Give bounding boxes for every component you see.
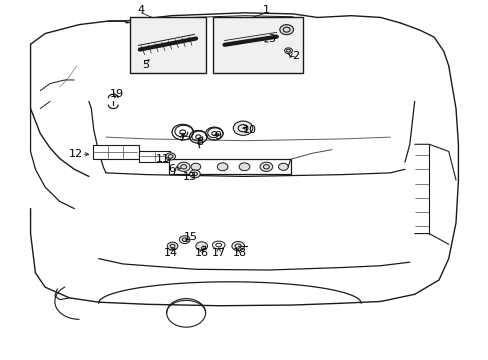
Circle shape [189,170,200,178]
Bar [169,159,290,174]
Text: 9: 9 [214,131,221,141]
Circle shape [233,121,252,135]
Text: 18: 18 [232,248,246,258]
Text: 16: 16 [194,248,208,258]
Text: 6: 6 [168,163,175,174]
Circle shape [284,48,292,54]
Circle shape [260,162,272,171]
Circle shape [217,163,227,171]
Circle shape [239,163,249,171]
Text: 12: 12 [69,149,82,159]
Text: 11: 11 [156,154,169,164]
Circle shape [179,236,190,244]
Circle shape [196,242,207,250]
Text: 4: 4 [138,5,144,15]
Text: 15: 15 [183,232,198,242]
Text: 1: 1 [263,5,269,15]
Text: 19: 19 [109,89,123,99]
Bar [139,151,170,162]
Text: 5: 5 [142,60,149,69]
Bar [130,18,205,73]
Text: 17: 17 [211,248,225,258]
Text: 14: 14 [163,248,177,258]
Text: 7: 7 [177,133,184,143]
Text: 3: 3 [267,34,274,44]
Circle shape [191,163,201,170]
Text: 2: 2 [291,51,299,61]
Bar [92,145,139,159]
Circle shape [279,24,293,35]
Circle shape [167,242,178,250]
Circle shape [165,153,175,160]
Bar [212,18,302,73]
Circle shape [231,242,244,251]
Circle shape [278,163,287,170]
Circle shape [177,162,190,171]
Text: 8: 8 [196,138,203,148]
Text: 13: 13 [182,172,196,183]
Text: 10: 10 [242,125,256,135]
